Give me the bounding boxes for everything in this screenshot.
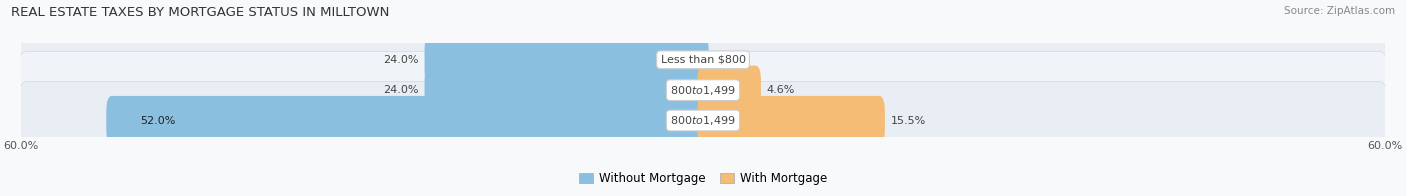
Text: $800 to $1,499: $800 to $1,499 [671,114,735,127]
Text: Source: ZipAtlas.com: Source: ZipAtlas.com [1284,6,1395,16]
Text: 24.0%: 24.0% [384,55,419,65]
FancyBboxPatch shape [697,66,761,115]
Text: 0.0%: 0.0% [714,55,742,65]
FancyBboxPatch shape [18,51,1388,129]
FancyBboxPatch shape [425,35,709,84]
FancyBboxPatch shape [697,96,884,145]
Text: 4.6%: 4.6% [766,85,794,95]
Text: REAL ESTATE TAXES BY MORTGAGE STATUS IN MILLTOWN: REAL ESTATE TAXES BY MORTGAGE STATUS IN … [11,6,389,19]
FancyBboxPatch shape [107,96,709,145]
FancyBboxPatch shape [18,82,1388,159]
Text: 15.5%: 15.5% [890,115,925,125]
Legend: Without Mortgage, With Mortgage: Without Mortgage, With Mortgage [574,167,832,190]
FancyBboxPatch shape [18,21,1388,99]
Text: 52.0%: 52.0% [141,115,176,125]
Text: $800 to $1,499: $800 to $1,499 [671,84,735,97]
FancyBboxPatch shape [425,66,709,115]
Text: Less than $800: Less than $800 [661,55,745,65]
Text: 24.0%: 24.0% [384,85,419,95]
